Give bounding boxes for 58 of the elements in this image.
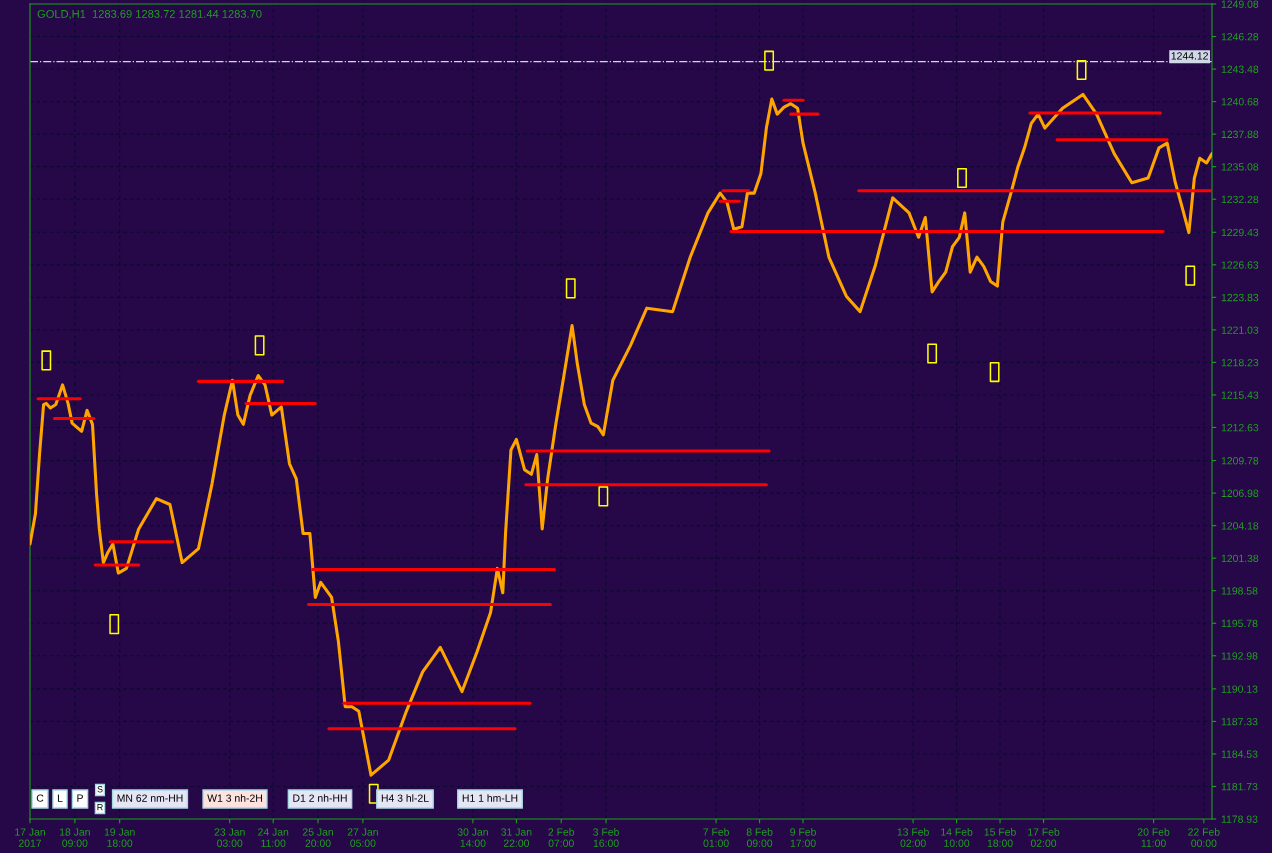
x-tick-label: 20 Feb 11:00 bbox=[1137, 828, 1170, 847]
x-tick-label: 24 Jan 11:00 bbox=[258, 828, 289, 847]
y-tick-label: 1178.93 bbox=[1221, 815, 1258, 823]
y-tick-label: 1249.08 bbox=[1221, 0, 1259, 8]
x-tick-label: 7 Feb 01:00 bbox=[703, 828, 729, 847]
y-tick-label: 1223.83 bbox=[1221, 293, 1259, 302]
x-tick-label: 30 Jan 14:00 bbox=[457, 828, 488, 847]
annotation: GOLD,H1 1283.69 1283.72 1281.44 1283.70 bbox=[37, 10, 262, 20]
y-tick-label: 1212.63 bbox=[1221, 423, 1259, 432]
y-tick-label: 1240.68 bbox=[1221, 98, 1259, 106]
annotation: P bbox=[77, 794, 83, 802]
y-tick-label: 1198.58 bbox=[1221, 587, 1258, 595]
y-tick-label: 1229.43 bbox=[1221, 228, 1259, 237]
annotation: MN 62 nm-HH bbox=[117, 794, 183, 802]
x-tick-label: 13 Feb 02:00 bbox=[897, 828, 929, 847]
y-tick-label: 1226.63 bbox=[1221, 261, 1259, 269]
x-tick-label: 17 Jan 2017 bbox=[15, 828, 45, 847]
y-tick-label: 1181.73 bbox=[1221, 782, 1258, 791]
annotation: C bbox=[36, 794, 44, 802]
x-tick-label: 3 Feb 16:00 bbox=[593, 828, 619, 847]
x-tick-label: 15 Feb 18:00 bbox=[984, 828, 1016, 847]
x-tick-label: 18 Jan 09:00 bbox=[59, 828, 90, 847]
y-tick-label: 1209.78 bbox=[1221, 457, 1259, 465]
annotation: D1 2 nh-HH bbox=[293, 794, 347, 802]
y-tick-label: 1206.98 bbox=[1221, 489, 1259, 497]
x-tick-label: 17 Feb 02:00 bbox=[1028, 828, 1060, 847]
y-tick-label: 1184.53 bbox=[1221, 750, 1258, 758]
x-tick-label: 22 Feb 00:00 bbox=[1188, 828, 1220, 847]
y-tick-label: 1190.13 bbox=[1221, 685, 1258, 693]
annotation: H1 1 hm-LH bbox=[462, 794, 518, 802]
x-tick-label: 9 Feb 17:00 bbox=[790, 828, 816, 847]
x-tick-label: 27 Jan 05:00 bbox=[347, 828, 378, 847]
annotation: H4 3 hl-2L bbox=[381, 794, 429, 802]
y-tick-label: 1232.28 bbox=[1221, 195, 1259, 204]
y-tick-label: 1237.88 bbox=[1221, 130, 1259, 138]
annotation: L bbox=[57, 794, 63, 802]
y-tick-label: 1187.33 bbox=[1221, 717, 1258, 726]
y-tick-label: 1218.23 bbox=[1221, 358, 1259, 367]
x-tick-label: 23 Jan 03:00 bbox=[214, 828, 245, 847]
annotation: R bbox=[97, 804, 103, 811]
x-tick-label: 19 Jan 18:00 bbox=[104, 828, 135, 847]
x-tick-label: 25 Jan 20:00 bbox=[302, 828, 333, 847]
x-tick-label: 8 Feb 09:00 bbox=[746, 828, 773, 847]
y-tick-label: 1192.98 bbox=[1221, 652, 1258, 660]
y-tick-label: 1204.18 bbox=[1221, 522, 1259, 530]
y-tick-label: 1195.78 bbox=[1221, 619, 1258, 628]
y-tick-label: 1215.43 bbox=[1221, 391, 1259, 399]
y-tick-label: 1221.03 bbox=[1221, 326, 1259, 334]
y-tick-label: 1243.48 bbox=[1221, 65, 1259, 73]
annotation: S bbox=[97, 786, 103, 793]
y-tick-label: 1246.28 bbox=[1221, 33, 1259, 41]
ref-line-label: 1244.12 bbox=[1171, 52, 1208, 60]
x-tick-label: 31 Jan 22:00 bbox=[501, 828, 532, 847]
x-tick-label: 14 Feb 10:00 bbox=[941, 828, 973, 847]
x-tick-label: 2 Feb 07:00 bbox=[548, 828, 575, 847]
y-tick-label: 1201.38 bbox=[1221, 554, 1259, 563]
annotation: W1 3 nh-2H bbox=[207, 794, 262, 802]
y-tick-label: 1235.08 bbox=[1221, 163, 1259, 171]
